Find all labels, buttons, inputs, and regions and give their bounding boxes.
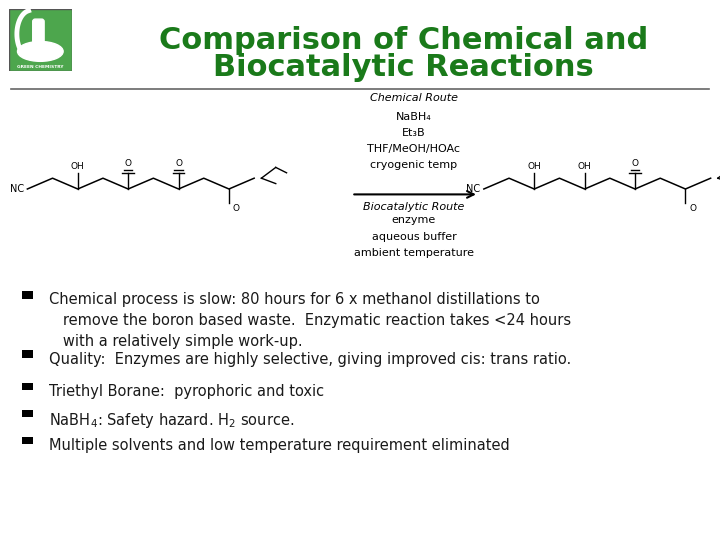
Text: O: O	[631, 159, 639, 168]
Text: Et₃B: Et₃B	[402, 128, 426, 138]
Text: aqueous buffer: aqueous buffer	[372, 232, 456, 242]
Text: O: O	[233, 204, 240, 213]
Text: O: O	[125, 159, 132, 168]
Text: NC: NC	[9, 184, 24, 194]
Text: OH: OH	[577, 162, 592, 171]
Bar	[22, 437, 33, 444]
Text: OH: OH	[527, 162, 541, 171]
Text: GREEN CHEMISTRY: GREEN CHEMISTRY	[17, 65, 63, 69]
Text: Biocatalytic Route: Biocatalytic Route	[364, 202, 464, 212]
Text: OH: OH	[71, 162, 85, 171]
Text: NaBH₄: NaBH₄	[396, 112, 432, 122]
Bar	[22, 350, 33, 358]
Text: Triethyl Borane:  pyrophoric and toxic: Triethyl Borane: pyrophoric and toxic	[49, 384, 324, 399]
Text: cryogenic temp: cryogenic temp	[370, 160, 458, 171]
Bar	[22, 383, 33, 390]
Text: Quality:  Enzymes are highly selective, giving improved cis: trans ratio.: Quality: Enzymes are highly selective, g…	[49, 352, 571, 367]
Text: NaBH$_4$: Safety hazard. H$_2$ source.: NaBH$_4$: Safety hazard. H$_2$ source.	[49, 411, 294, 430]
Text: Multiple solvents and low temperature requirement eliminated: Multiple solvents and low temperature re…	[49, 438, 510, 453]
Text: Comparison of Chemical and: Comparison of Chemical and	[158, 26, 648, 55]
Text: ambient temperature: ambient temperature	[354, 248, 474, 258]
FancyBboxPatch shape	[32, 19, 44, 56]
Text: Chemical process is slow: 80 hours for 6 x methanol distillations to
   remove t: Chemical process is slow: 80 hours for 6…	[49, 292, 571, 349]
Text: O: O	[175, 159, 182, 168]
Bar	[22, 410, 33, 417]
Ellipse shape	[17, 42, 63, 62]
Text: Chemical Route: Chemical Route	[370, 92, 458, 103]
Text: enzyme: enzyme	[392, 215, 436, 226]
Text: O: O	[689, 204, 696, 213]
Bar	[22, 291, 33, 299]
Text: NC: NC	[466, 184, 480, 194]
Text: THF/MeOH/HOAc: THF/MeOH/HOAc	[367, 144, 461, 154]
Text: Biocatalytic Reactions: Biocatalytic Reactions	[213, 53, 593, 82]
